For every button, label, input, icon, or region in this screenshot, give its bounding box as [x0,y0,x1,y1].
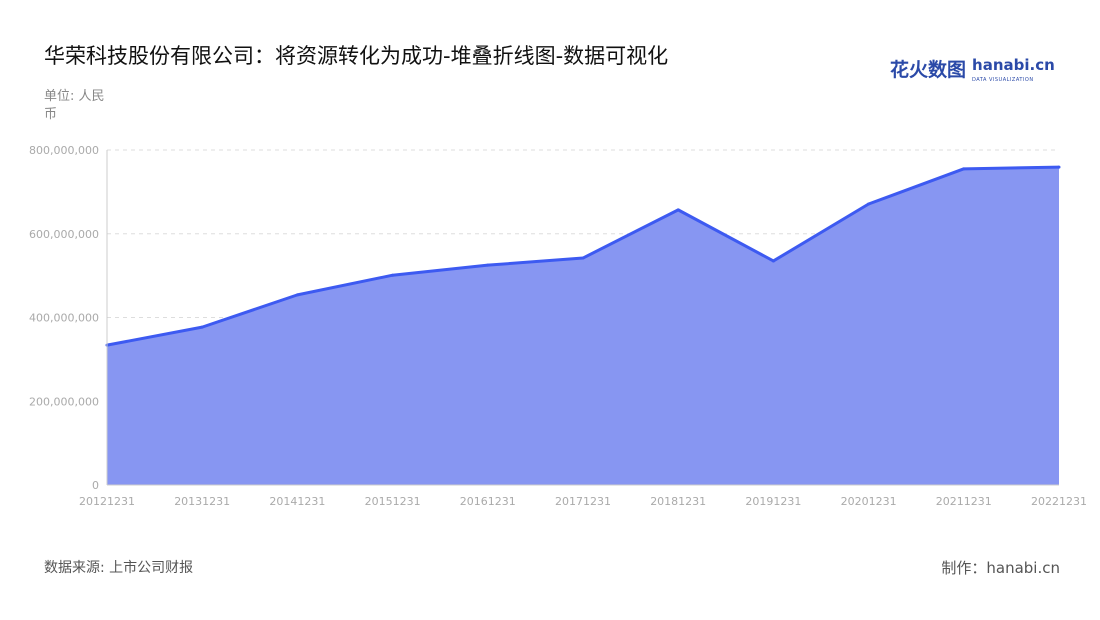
data-point [962,167,966,171]
logo-en-block: hanabi.cn DATA VISUALIZATION [972,56,1055,84]
data-point [391,273,395,277]
x-tick-label: 20171231 [555,495,611,508]
x-tick-label: 20201231 [841,495,897,508]
chart-title: 华荣科技股份有限公司：将资源转化为成功-堆叠折线图-数据可视化 [44,44,669,68]
x-tick-label: 20221231 [1031,495,1087,508]
y-tick-label: 600,000,000 [29,228,99,241]
x-tick-label: 20151231 [365,495,421,508]
data-point [200,325,204,329]
data-point [486,263,490,267]
x-tick-label: 20211231 [936,495,992,508]
area-fill [107,167,1059,485]
x-tick-label: 20191231 [745,495,801,508]
x-tick-label: 20141231 [269,495,325,508]
x-tick-label: 20161231 [460,495,516,508]
data-point [1057,165,1061,169]
data-point [295,293,299,297]
data-point [581,256,585,260]
logo-tagline: DATA VISUALIZATION [972,77,1034,83]
data-point [771,259,775,263]
y-tick-label: 800,000,000 [29,144,99,157]
x-tick-label: 20131231 [174,495,230,508]
y-tick-label: 400,000,000 [29,312,99,325]
maker-credit: 制作：hanabi.cn [941,559,1060,577]
x-tick-label: 20181231 [650,495,706,508]
logo-cn: 花火数图 [890,59,967,81]
logo-en: hanabi.cn [972,56,1055,74]
x-tick-label: 20121231 [79,495,135,508]
unit-label: 单位: 人民币 [44,89,105,122]
logo: 花火数图 hanabi.cn DATA VISUALIZATION [890,56,1055,84]
y-tick-label: 0 [92,479,99,492]
data-point [676,208,680,212]
data-point [867,202,871,206]
y-tick-label: 200,000,000 [29,395,99,408]
data-source: 数据来源: 上市公司财报 [44,560,194,576]
